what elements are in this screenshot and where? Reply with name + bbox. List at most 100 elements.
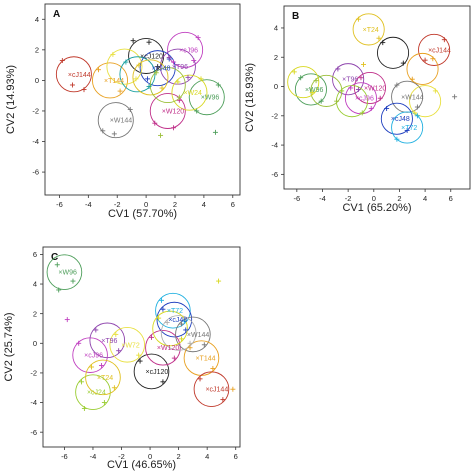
y-tick-label: 4 (33, 280, 37, 289)
data-point-t48 (164, 320, 170, 326)
data-point-t96 (116, 348, 122, 354)
x-tick-label: 6 (231, 200, 235, 209)
centroid-cross: × (183, 90, 187, 97)
group-label-text: W120 (161, 345, 179, 352)
data-point-w120 (148, 334, 154, 340)
group-label-cj48: ×cJ48 (168, 317, 187, 324)
data-point-t144 (117, 88, 123, 94)
group-label-text: cJ48 (395, 116, 410, 123)
group-circle-w96 (188, 79, 225, 116)
data-point-t24 (111, 385, 117, 391)
data-point-cj144 (59, 58, 65, 64)
data-point-cj24 (101, 400, 107, 406)
centroid-cross: × (87, 390, 91, 397)
data-point-w120 (358, 75, 364, 81)
y-tick-label: 2 (274, 53, 278, 62)
group-circle-cj96 (167, 31, 204, 68)
group-label-t96: ×T96 (342, 77, 358, 84)
x-tick-label: -2 (345, 194, 352, 203)
centroid-cross: × (145, 369, 149, 376)
x-axis-label: CV1 (65.20%) (342, 202, 411, 214)
group-label-cj120: ×cJ120 (140, 53, 163, 60)
group-label-text: W120 (368, 85, 386, 92)
group-circle-w24 (287, 66, 320, 99)
data-point-w24 (156, 315, 162, 321)
panel-b: -6 -4 -2 0 2 4 6 -6 -4 -2 0 2 4 CV1 (65.20%) CV2 (18.9… (244, 5, 471, 214)
data-point-cj96 (171, 59, 177, 65)
data-point-w24 (309, 89, 315, 95)
data-point-cj120 (380, 40, 386, 46)
y-axis-label: CV2 (25.74%) (3, 312, 15, 381)
group-label-cj48: ×cJ48 (152, 66, 171, 73)
data-point-cj96 (64, 317, 70, 323)
centroid-cross: × (121, 342, 125, 349)
data-point-w120 (377, 95, 383, 101)
data-point-w144 (111, 131, 117, 137)
centroid-cross: × (68, 72, 72, 79)
y-tick-label: 6 (33, 250, 37, 259)
panel-c: -6 -4 -2 0 2 4 6 -6 -4 -2 0 2 4 6 CV1 (46.65%) CV2 (25.… (3, 246, 241, 471)
group-label-text: W120 (166, 108, 184, 115)
group-label-text: T24 (367, 27, 379, 34)
data-point-t96 (335, 66, 341, 72)
data-point-cj120 (155, 64, 161, 70)
y-tick-label: 0 (274, 82, 278, 91)
panel-a: -6 -4 -2 0 2 4 6 -6 -4 -2 0 2 4 CV1 (57.70%) CV2 (14.9… (5, 3, 241, 220)
group-circle-cj48 (156, 301, 193, 338)
data-point-t144 (210, 365, 216, 371)
centroid-cross: × (167, 308, 171, 315)
group-label-text: W144 (405, 94, 423, 101)
plot-frame (44, 3, 241, 196)
data-point-cj24 (359, 110, 365, 116)
data-point-w144 (414, 104, 420, 110)
data-point-t72 (414, 113, 420, 119)
data-point-cj144 (422, 57, 428, 63)
x-tick-label: 4 (205, 452, 209, 461)
x-tick-label: 2 (173, 200, 177, 209)
data-point-t72 (158, 297, 164, 303)
group-circle-cj48 (380, 102, 413, 135)
data-point-t144 (430, 56, 436, 62)
data-point-w24 (178, 336, 184, 342)
data-point-w144 (201, 342, 207, 348)
y-tick-label: -2 (271, 111, 278, 120)
group-label-text: T144 (108, 78, 124, 85)
group-circle-cj144 (193, 371, 230, 408)
x-tick-label: -6 (56, 200, 63, 209)
data-point-cj24 (339, 88, 345, 94)
y-axis-label: CV2 (14.93%) (5, 65, 17, 134)
centroid-cross: × (342, 77, 346, 84)
group-label-text: T24 (101, 375, 113, 382)
group-label-text: T72 (171, 308, 183, 315)
data-point-t144 (187, 345, 193, 351)
data-point-w144 (100, 128, 106, 134)
group-label-text: T96 (346, 77, 358, 84)
x-tick-label: 0 (372, 194, 376, 203)
panel-letter: B (292, 11, 299, 22)
data-point-w48 (176, 94, 182, 100)
x-tick-label: -2 (118, 452, 125, 461)
data-point-w24 (291, 69, 297, 75)
centroid-cross: × (355, 96, 359, 103)
data-point-t48 (187, 340, 193, 346)
group-circle-cj48 (139, 50, 176, 87)
data-point-w144 (127, 106, 133, 112)
data-point-t24 (136, 62, 142, 68)
data-point-w144 (452, 94, 458, 100)
group-circle-w96 (46, 254, 83, 290)
plot-frame (283, 5, 471, 190)
group-label-text: T96 (105, 338, 117, 345)
data-point-cj120 (130, 38, 136, 44)
centroid-cross: × (84, 353, 88, 360)
group-circle-w72 (109, 326, 146, 363)
group-circle-w120 (353, 71, 386, 105)
group-circle-t72 (155, 292, 191, 329)
data-point-w96 (54, 262, 60, 268)
x-tick-label: -4 (90, 452, 97, 461)
centroid-cross: × (401, 125, 405, 132)
group-label-text: cJ24 (91, 390, 106, 397)
centroid-cross: × (363, 27, 367, 34)
group-label-text: W144 (114, 118, 132, 125)
group-label-w120: ×W120 (162, 108, 184, 115)
group-label-w72: ×W72 (121, 342, 140, 349)
